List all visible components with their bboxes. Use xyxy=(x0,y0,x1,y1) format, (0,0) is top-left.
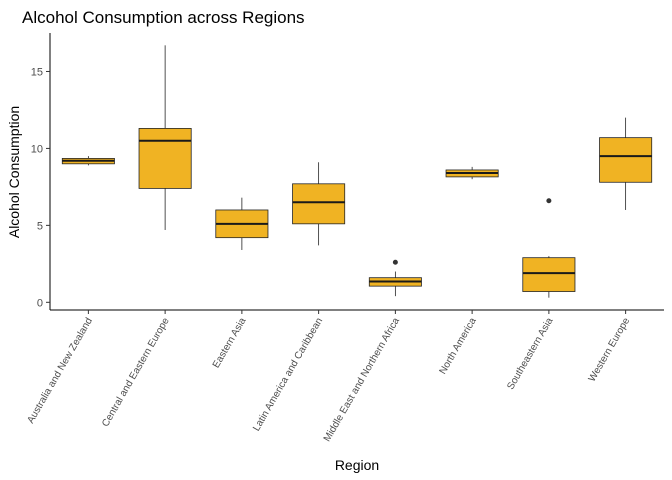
y-tick-label: 0 xyxy=(37,297,43,309)
plot-area: 0 5 10 15 Australia and New Zealand Central a… xyxy=(25,33,664,444)
y-axis-title: Alcohol Consumption xyxy=(6,106,22,238)
x-tick-label: Southeastern Asia xyxy=(505,316,555,392)
x-axis-title: Region xyxy=(335,457,379,473)
box xyxy=(138,128,192,189)
outlier-point xyxy=(546,198,552,204)
box xyxy=(292,183,346,225)
box xyxy=(599,137,653,183)
x-tick-label: Central and Eastern Europe xyxy=(100,316,172,429)
box xyxy=(522,257,576,292)
x-tick-label: Middle East and Northern Africa xyxy=(322,316,402,444)
x-tick-label: Latin America and Caribbean xyxy=(251,316,325,433)
outlier-point xyxy=(392,259,398,265)
chart-title: Alcohol Consumption across Regions xyxy=(22,8,305,27)
x-tick-label: North America xyxy=(438,316,479,377)
y-tick-label: 5 xyxy=(37,220,43,232)
y-tick-label: 10 xyxy=(31,143,43,155)
y-tick-label: 15 xyxy=(31,66,43,78)
x-tick-label: Australia and New Zealand xyxy=(25,316,95,425)
x-tick-label: Eastern Asia xyxy=(211,316,249,371)
x-tick-label: Western Europe xyxy=(587,316,633,384)
